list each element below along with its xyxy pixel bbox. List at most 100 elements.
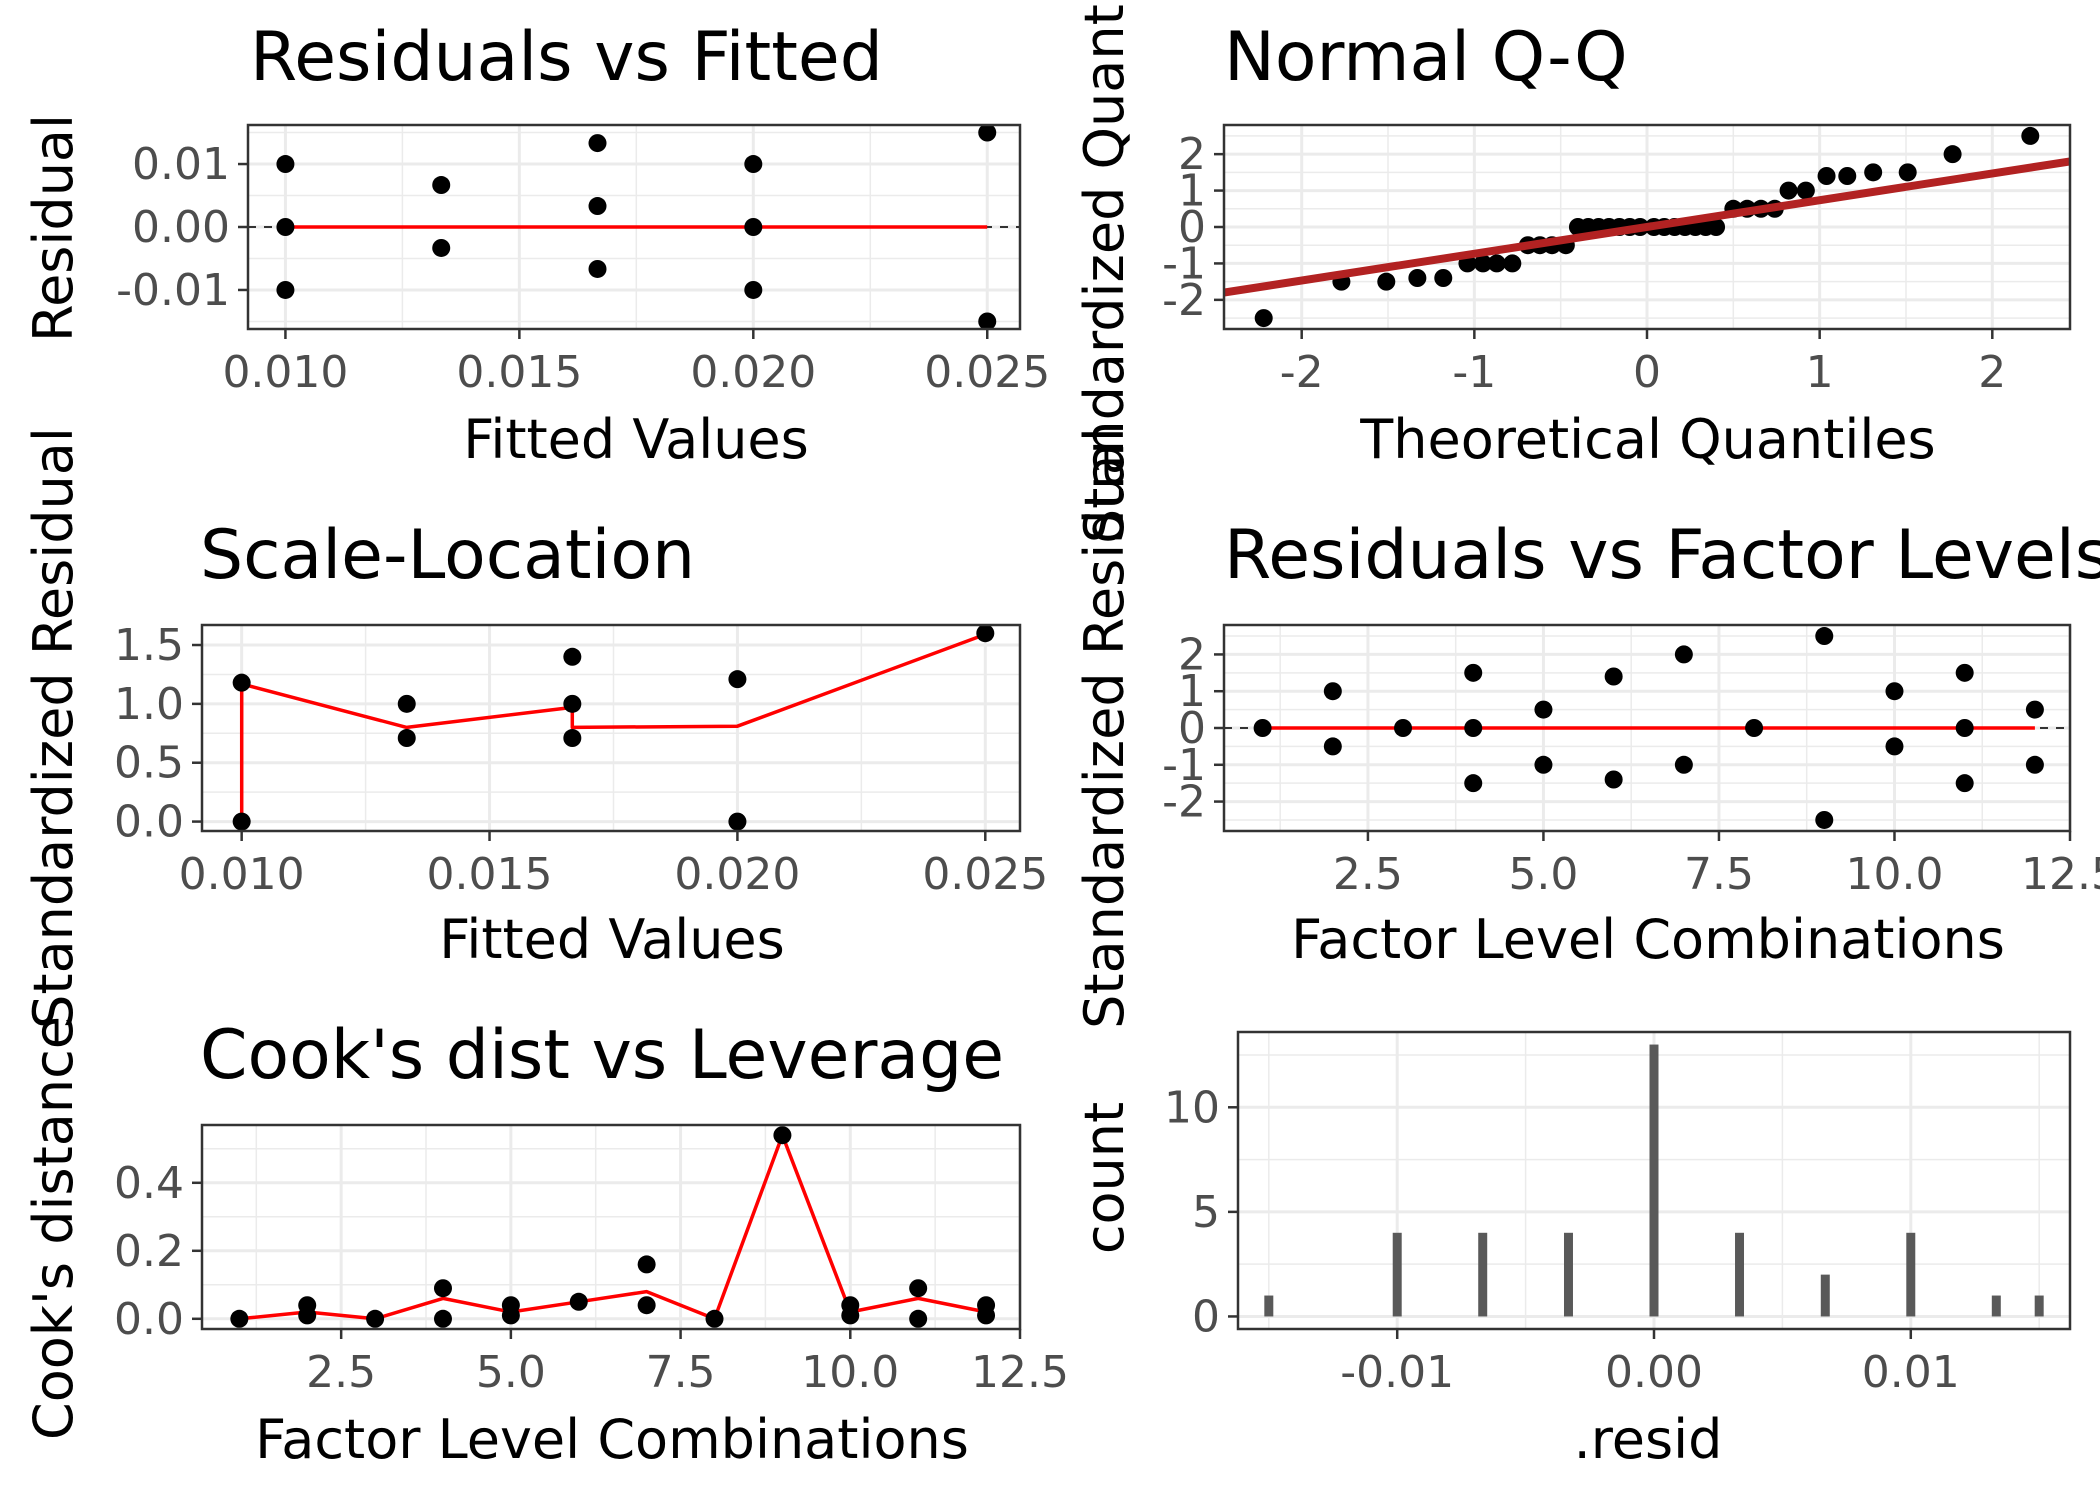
- data-point: [1779, 181, 1798, 200]
- y-axis-title: Standardized Residual: [22, 427, 85, 1029]
- x-tick-label: 0.025: [924, 347, 1050, 398]
- data-point: [728, 670, 747, 689]
- x-tick-label: 2.5: [1333, 849, 1403, 900]
- data-point: [1885, 682, 1904, 701]
- y-tick-label: 0: [1178, 202, 1206, 253]
- histogram-bar: [1991, 1295, 2001, 1317]
- y-tick-label: 2: [1178, 629, 1206, 680]
- chart-title: Cook's dist vs Leverage: [200, 1016, 1004, 1095]
- data-point: [1955, 663, 1974, 682]
- data-point: [1943, 145, 1962, 164]
- data-point: [1674, 755, 1693, 774]
- data-point: [1885, 737, 1904, 756]
- data-point: [1898, 163, 1917, 182]
- chart-title: Residuals vs Factor Levels: [1224, 516, 2100, 595]
- marks: [1224, 126, 2070, 328]
- x-tick-label: 0.01: [1862, 1347, 1960, 1398]
- data-point: [1464, 774, 1483, 793]
- residual-histogram-panel: .resid count: [1073, 1102, 1722, 1471]
- x-tick-label: 2: [1978, 347, 2006, 398]
- y-tick-label: 0: [1192, 1291, 1220, 1342]
- panel-border: [200, 1123, 1022, 1331]
- data-point: [1434, 269, 1453, 287]
- data-point: [1838, 167, 1857, 185]
- data-point: [1534, 700, 1553, 719]
- y-tick-label: -0.01: [116, 265, 230, 316]
- histogram-bar: [1478, 1232, 1488, 1317]
- data-point: [1604, 770, 1623, 789]
- data-point: [977, 1306, 996, 1325]
- data-point: [276, 280, 295, 299]
- data-point: [432, 176, 451, 195]
- y-axis-title: Standardized Residual: [1073, 427, 1136, 1029]
- data-point: [588, 259, 607, 278]
- panel-border: [1222, 123, 2072, 331]
- x-tick-label: 10.0: [1845, 849, 1943, 900]
- data-point: [1707, 218, 1726, 236]
- scale-location-panel: Scale-Location Fitted Values Standardize…: [22, 427, 785, 1029]
- data-point: [744, 155, 763, 174]
- data-point: [1815, 627, 1834, 646]
- data-point: [728, 812, 747, 831]
- marks: [1264, 1044, 2044, 1317]
- y-axis-title: Residual: [22, 114, 85, 342]
- data-point: [433, 1309, 452, 1328]
- data-point: [2021, 126, 2040, 145]
- data-point: [744, 218, 763, 236]
- x-tick-label: 7.5: [1684, 849, 1754, 900]
- data-point: [501, 1306, 520, 1325]
- plot-area-resid-fitted: 0.010 0.015 0.020 0.025 -0.01 0.00 0.01: [116, 123, 1050, 398]
- y-tick-label: 0.01: [132, 139, 230, 190]
- data-point: [588, 197, 607, 216]
- plot-area-cooks: 2.5 5.0 7.5 10.0 12.5 0.0 0.2 0.4: [114, 1123, 1069, 1398]
- data-point: [909, 1309, 928, 1328]
- x-tick-label: 7.5: [646, 1347, 716, 1398]
- x-tick-label: -0.01: [1340, 1347, 1454, 1398]
- x-tick-label: 5.0: [476, 1347, 546, 1398]
- data-point: [1487, 254, 1506, 273]
- data-point: [1254, 309, 1273, 328]
- data-point: [1745, 719, 1764, 737]
- y-axis-title: Cook's distance: [22, 1016, 85, 1440]
- histogram-bar: [1392, 1232, 1402, 1317]
- data-point: [773, 1126, 792, 1145]
- y-tick-label: 10: [1164, 1082, 1220, 1133]
- chart-title: Scale-Location: [200, 516, 695, 595]
- data-point: [1534, 755, 1553, 774]
- x-tick-label: -1: [1452, 347, 1496, 398]
- x-tick-label: 12.5: [971, 1347, 1069, 1398]
- x-axis-title: Fitted Values: [463, 408, 809, 471]
- data-point: [298, 1306, 317, 1325]
- data-point: [433, 1279, 452, 1298]
- x-tick-label: 0: [1633, 347, 1661, 398]
- data-point: [1864, 163, 1883, 182]
- x-tick-label: 10.0: [801, 1347, 899, 1398]
- data-point: [2025, 755, 2044, 774]
- data-point: [563, 694, 582, 713]
- panel-background: [202, 1125, 1020, 1329]
- data-point: [978, 312, 997, 329]
- y-tick-label: -1: [1162, 740, 1206, 791]
- x-axis-title: Theoretical Quantiles: [1359, 408, 1935, 471]
- data-point: [1815, 810, 1834, 829]
- y-tick-label: 5: [1192, 1187, 1220, 1238]
- data-point: [1955, 774, 1974, 793]
- data-point: [276, 155, 295, 174]
- data-point: [1323, 682, 1342, 701]
- data-point: [1408, 269, 1427, 287]
- panel-border: [1236, 1030, 2072, 1331]
- data-point: [841, 1306, 860, 1325]
- y-axis-title: count: [1073, 1102, 1136, 1254]
- data-point: [1377, 272, 1396, 291]
- y-tick-label: 1: [1178, 166, 1206, 217]
- x-axis-title: .resid: [1574, 1408, 1723, 1471]
- data-point: [976, 625, 995, 643]
- panel-border: [246, 123, 1022, 331]
- data-point: [2025, 700, 2044, 719]
- x-tick-label: 2.5: [306, 1347, 376, 1398]
- histogram-bar: [1264, 1295, 1274, 1317]
- histogram-bar: [1906, 1232, 1916, 1317]
- x-tick-label: 0.00: [1605, 1347, 1703, 1398]
